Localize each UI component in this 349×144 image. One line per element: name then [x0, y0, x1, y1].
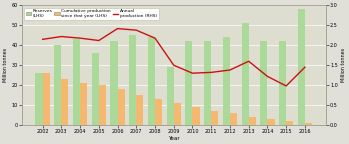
Bar [211, 111, 218, 125]
Bar [148, 37, 155, 125]
Bar [92, 53, 99, 125]
Bar [61, 79, 68, 125]
Y-axis label: Million tonnes: Million tonnes [3, 48, 8, 82]
Bar [242, 23, 249, 125]
Bar [54, 45, 61, 125]
Y-axis label: Million tonnes: Million tonnes [341, 48, 346, 82]
Bar [286, 121, 293, 125]
Bar [129, 35, 136, 125]
Bar [230, 113, 237, 125]
X-axis label: Year: Year [168, 136, 180, 141]
Bar [110, 41, 118, 125]
Bar [305, 123, 312, 125]
Bar [279, 41, 286, 125]
Bar [174, 103, 181, 125]
Bar [80, 83, 87, 125]
Bar [185, 41, 193, 125]
Bar [204, 41, 211, 125]
Bar [223, 37, 230, 125]
Bar [155, 99, 162, 125]
Bar [260, 41, 267, 125]
Bar [36, 73, 43, 125]
Bar [249, 117, 256, 125]
Bar [43, 73, 50, 125]
Bar [73, 39, 80, 125]
Legend: Reserves
(LHS), Cumulative production
since that year (LHS), Annual
production (: Reserves (LHS), Cumulative production si… [24, 8, 158, 20]
Bar [166, 67, 174, 125]
Bar [118, 89, 125, 125]
Bar [193, 107, 200, 125]
Bar [298, 10, 305, 125]
Bar [99, 85, 106, 125]
Bar [267, 119, 275, 125]
Bar [136, 95, 143, 125]
